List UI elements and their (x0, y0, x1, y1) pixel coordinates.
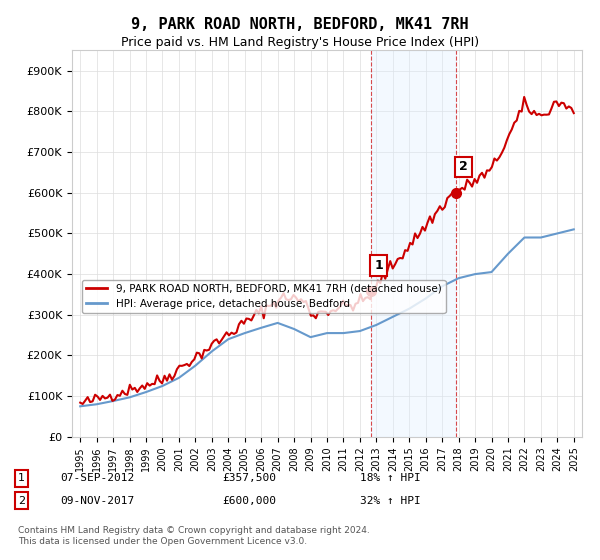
Text: 1: 1 (374, 259, 383, 272)
Text: Contains HM Land Registry data © Crown copyright and database right 2024.
This d: Contains HM Land Registry data © Crown c… (18, 526, 370, 546)
Text: 1: 1 (18, 473, 25, 483)
Text: Price paid vs. HM Land Registry's House Price Index (HPI): Price paid vs. HM Land Registry's House … (121, 36, 479, 49)
Text: 2: 2 (18, 496, 25, 506)
Legend: 9, PARK ROAD NORTH, BEDFORD, MK41 7RH (detached house), HPI: Average price, deta: 9, PARK ROAD NORTH, BEDFORD, MK41 7RH (d… (82, 280, 446, 313)
Text: £357,500: £357,500 (222, 473, 276, 483)
Text: 07-SEP-2012: 07-SEP-2012 (60, 473, 134, 483)
Text: 2: 2 (459, 160, 468, 174)
Text: 32% ↑ HPI: 32% ↑ HPI (360, 496, 421, 506)
Text: 09-NOV-2017: 09-NOV-2017 (60, 496, 134, 506)
Bar (371, 50, 456, 437)
Text: 9, PARK ROAD NORTH, BEDFORD, MK41 7RH: 9, PARK ROAD NORTH, BEDFORD, MK41 7RH (131, 17, 469, 32)
Text: 18% ↑ HPI: 18% ↑ HPI (360, 473, 421, 483)
Text: £600,000: £600,000 (222, 496, 276, 506)
